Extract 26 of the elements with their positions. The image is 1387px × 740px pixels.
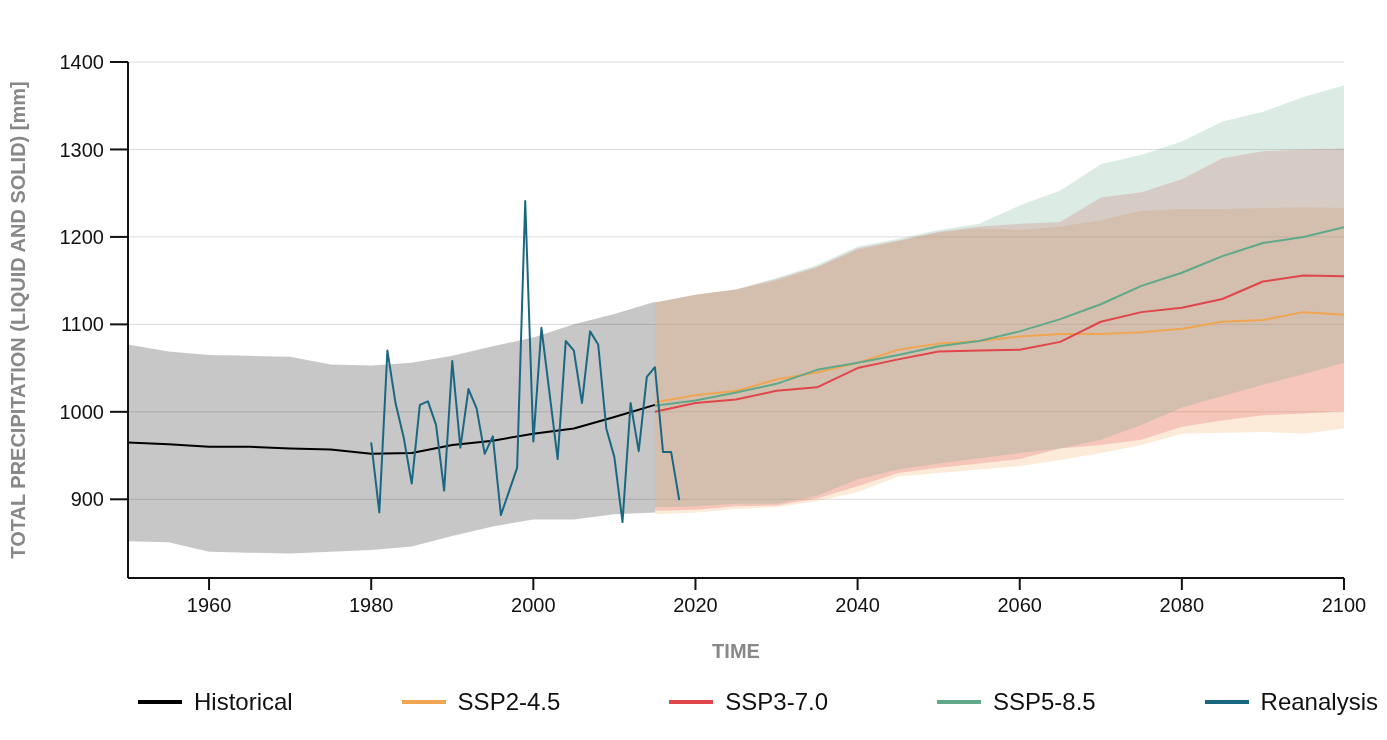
legend-label: SSP2-4.5 <box>457 688 561 716</box>
line-series <box>653 274 1344 413</box>
line-series <box>128 403 656 455</box>
line-series <box>370 200 681 524</box>
x-axis-title: TIME <box>712 640 760 662</box>
y-tick-label: 1000 <box>59 400 104 423</box>
legend-label: Historical <box>194 688 293 716</box>
x-tick-label: 2020 <box>673 594 718 617</box>
legend-label: Reanalysis <box>1260 688 1378 716</box>
x-tick-label: 2060 <box>997 594 1042 617</box>
legend-label: SSP3-7.0 <box>725 688 828 716</box>
y-axis-title: TOTAL PRECIPITATION (LIQUID AND SOLID) [mm] <box>7 81 30 559</box>
y-tick-label: 1200 <box>59 226 104 249</box>
x-tick-label: 2040 <box>835 594 880 617</box>
legend-label: SSP5-8.5 <box>992 688 1096 716</box>
x-tick-label: 2080 <box>1159 594 1205 617</box>
x-tick-label: 1960 <box>186 594 232 617</box>
y-tick-label: 1400 <box>59 51 104 74</box>
x-tick-label: 2000 <box>511 594 556 617</box>
y-tick-label: 1300 <box>59 138 104 161</box>
line-series <box>653 311 1344 404</box>
y-tick-label: 1100 <box>60 313 104 336</box>
x-tick-label: 1980 <box>348 594 394 617</box>
y-tick-label: 900 <box>70 488 104 511</box>
line-series <box>653 226 1344 407</box>
x-tick-label: 2100 <box>1321 594 1367 617</box>
